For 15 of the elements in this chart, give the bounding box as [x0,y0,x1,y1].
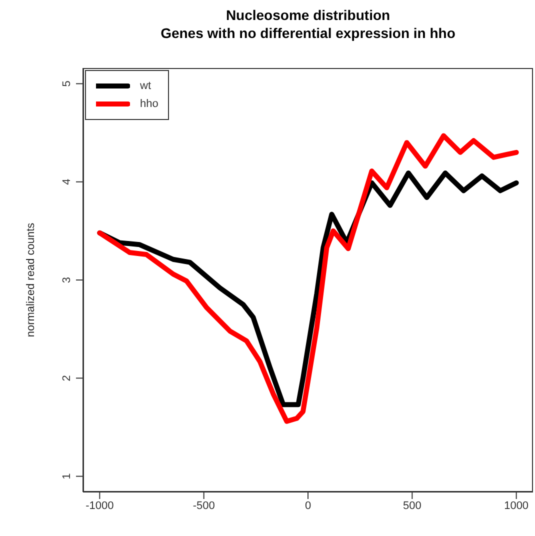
x-tick-label: -500 [192,500,215,512]
legend-label: wt [140,80,151,92]
chart-title: Nucleosome distribution [224,6,392,24]
chart-subtitle: Genes with no differential expression in hho [160,24,456,42]
legend-label: hho [140,98,158,110]
y-tick-label: 1 [61,473,73,480]
x-tick-label: 0 [304,500,312,512]
y-tick-label: 4 [61,178,73,185]
y-tick-label: 5 [61,80,73,87]
y-tick-label: 2 [61,375,73,382]
x-tick-label: 1000 [504,500,529,512]
x-tick-label: -1000 [86,500,114,512]
x-tick-label: 500 [402,500,422,512]
y-axis-title: normalized read counts [24,222,37,338]
y-tick-label: 3 [61,276,73,284]
